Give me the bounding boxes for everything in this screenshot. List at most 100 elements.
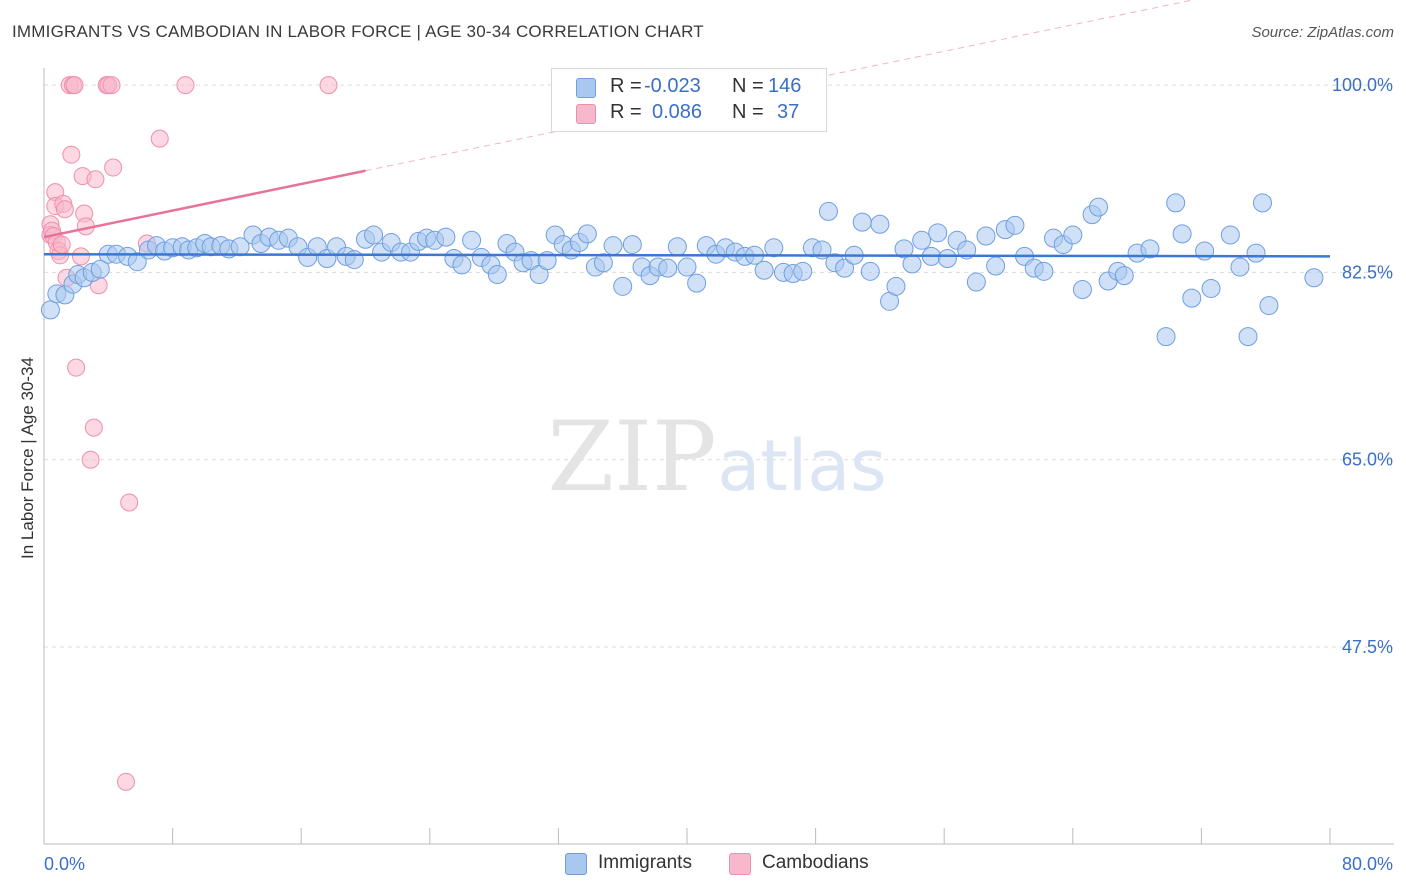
cambodians-point [86,170,105,189]
chart-title: IMMIGRANTS VS CAMBODIAN IN LABOR FORCE |… [12,22,704,41]
legend-r-value: 0.086 [652,101,703,123]
immigrants-point [1238,327,1258,347]
trend-lines [43,0,1331,258]
immigrants-point [436,227,456,247]
legend-n-label: N = [732,75,764,97]
immigrants-point [886,276,906,296]
cambodians-point [84,418,103,437]
immigrants-point [1220,225,1240,245]
immigrants-point [986,256,1006,276]
immigrants-swatch [565,853,587,875]
y-tick-label: 65.0% [1342,450,1393,470]
cambodians-point [65,76,84,95]
cambodians-point [71,247,90,266]
y-tick-label: 82.5% [1342,262,1393,282]
immigrants-point [1259,296,1279,316]
immigrants-point [902,254,922,274]
cambodians-point [116,772,135,791]
tick-labels: 47.5% 65.0% 82.5% 100.0% 0.0% 80.0% [44,75,1393,874]
x-tick-label: 80.0% [1342,854,1393,874]
cambodians-points [41,76,338,791]
immigrants-point [966,272,986,292]
immigrants-point [835,258,855,278]
immigrants-point [1034,261,1054,281]
immigrants-point [928,223,948,243]
immigrants-point [1156,327,1176,347]
immigrants-point [1114,266,1134,286]
immigrants-point [364,225,384,245]
immigrants-point [677,257,697,277]
y-tick-label: 47.5% [1342,637,1393,657]
immigrants-point [1201,278,1221,298]
immigrants-point [90,259,110,279]
cambodians-point [319,76,338,95]
immigrants-point [894,239,914,259]
immigrants-point [1072,280,1092,300]
immigrants-point [754,260,774,280]
immigrants-point [976,226,996,246]
immigrants-swatch [576,78,596,98]
cambodians-point [150,129,169,148]
cambodians-point [120,493,139,512]
immigrants-point [658,258,678,278]
gridlines [44,84,1394,648]
cambodians-swatch [576,104,596,124]
cambodians-point [55,200,74,219]
cambodians-point [67,358,86,377]
immigrants-point [687,273,707,293]
immigrants-point [344,250,364,270]
immigrants-point [452,255,472,275]
immigrants-point [622,235,642,255]
cambodians-point [81,450,100,469]
immigrants-point [1089,197,1109,217]
immigrants-point [127,252,147,272]
cambodians-point [52,235,71,254]
x-tick-label: 0.0% [44,854,85,874]
cambodians-label: Cambodians [762,852,869,873]
immigrants-point [912,230,932,250]
immigrants-point [764,238,784,258]
immigrants-point [577,224,597,244]
cambodians-point [102,76,121,95]
cambodians-point [176,76,195,95]
cambodians-swatch [729,853,751,875]
immigrants-point [937,249,957,268]
immigrants-point [1230,257,1250,277]
immigrants-point [818,201,838,221]
y-tick-label: 100.0% [1332,75,1393,95]
immigrants-point [1252,193,1272,213]
immigrants-trend-line [43,252,1331,258]
immigrants-point [1182,288,1202,308]
immigrants-point [593,253,613,273]
immigrants-point [1140,239,1160,259]
immigrants-point [1304,268,1324,288]
immigrants-point [1005,215,1025,235]
legend-r-label: R = [610,101,642,123]
immigrants-point [462,230,482,250]
immigrants-point [613,276,633,296]
watermark-atlas: atlas [717,425,886,507]
axes [43,68,1394,845]
immigrants-point [793,261,813,281]
legend-r-label: R = [610,75,642,97]
immigrants-point [487,265,507,285]
immigrants-point [1166,193,1186,213]
legend-n-value: 37 [777,101,800,123]
immigrants-point [1063,225,1083,245]
legend-n-value: 146 [768,75,802,97]
immigrants-point [667,237,687,257]
immigrants-point [870,214,890,234]
legend-n-label: N = [732,101,764,123]
cambodians-trend-line [43,169,366,239]
correlation-legend: R = -0.023 N = 146 R = 0.086 N = 37 [551,68,827,132]
immigrants-point [860,261,880,281]
immigrants-point [603,236,623,256]
immigrants-point [957,240,977,260]
source-credit: Source: ZipAtlas.com [1251,24,1394,41]
immigrants-point [1172,224,1192,244]
cambodians-point [62,145,81,164]
watermark: ZIP atlas [547,401,886,513]
immigrants-point [852,212,872,232]
immigrants-point [1246,243,1266,263]
